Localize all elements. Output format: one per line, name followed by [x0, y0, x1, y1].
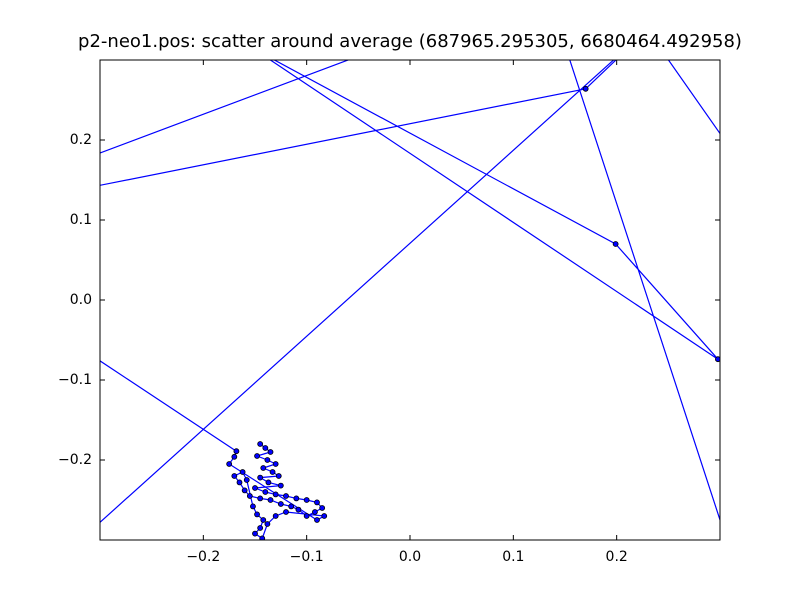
data-point	[262, 489, 269, 495]
y-tick-label: 0.1	[70, 212, 92, 228]
data-point	[252, 485, 258, 491]
data-point	[243, 477, 250, 483]
data-point	[314, 499, 320, 506]
data-point	[272, 461, 279, 467]
y-tick-label: 0.2	[70, 132, 92, 148]
data-point	[272, 491, 279, 498]
data-point	[267, 449, 274, 455]
data-point	[252, 530, 258, 537]
data-point	[239, 469, 246, 475]
data-point	[257, 441, 264, 447]
data-point	[321, 513, 328, 519]
data-point	[257, 495, 264, 502]
data-point	[582, 85, 589, 92]
y-tick-label: −0.2	[58, 452, 92, 468]
data-point	[231, 453, 238, 460]
x-tick-label: 0.1	[502, 549, 524, 565]
data-point	[265, 479, 272, 486]
plot-area	[100, 60, 720, 540]
data-point	[715, 356, 720, 363]
data-point	[260, 517, 267, 523]
chart-title: p2-neo1.pos: scatter around average (687…	[78, 31, 742, 52]
x-tick-label: −0.2	[186, 549, 220, 565]
y-tick-label: 0.0	[70, 292, 92, 308]
data-point	[254, 453, 260, 459]
data-point	[236, 479, 243, 486]
x-tick-label: −0.1	[290, 549, 324, 565]
data-point	[283, 493, 289, 499]
data-point	[259, 535, 266, 540]
data-point	[303, 497, 310, 503]
data-point	[257, 525, 264, 531]
data-point	[275, 473, 282, 479]
data-point	[303, 513, 310, 519]
data-point	[314, 517, 320, 523]
data-point	[246, 493, 253, 499]
x-tick-label: 0.0	[399, 549, 421, 565]
data-point	[283, 509, 289, 515]
data-point	[312, 509, 318, 515]
y-tick-label: −0.1	[58, 372, 92, 388]
x-tick-label: 0.2	[606, 549, 628, 565]
data-point	[295, 506, 302, 513]
data-point	[319, 505, 326, 511]
data-point	[231, 473, 238, 479]
data-point	[293, 495, 300, 502]
data-point	[226, 461, 233, 467]
data-point	[262, 445, 269, 451]
data-point	[277, 501, 284, 507]
data-point	[264, 457, 271, 463]
data-point	[269, 469, 276, 475]
data-point	[264, 521, 271, 527]
data-point	[277, 482, 284, 489]
data-point	[288, 503, 295, 510]
data-point	[260, 465, 267, 471]
data-point	[612, 241, 619, 247]
data-point	[272, 513, 279, 519]
data-point	[257, 474, 264, 481]
data-point	[241, 487, 248, 494]
data-point	[254, 511, 260, 518]
data-point	[250, 503, 256, 510]
data-point	[233, 448, 240, 455]
data-point	[267, 497, 274, 503]
